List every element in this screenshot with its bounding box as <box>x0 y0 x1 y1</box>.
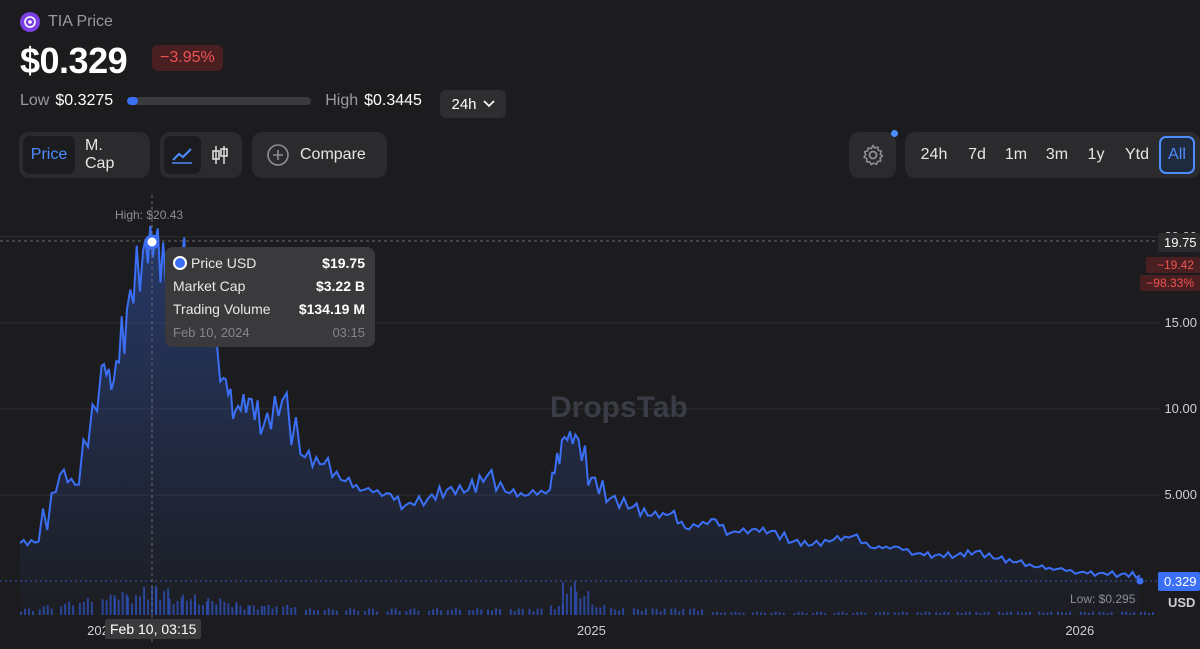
low-label: Low <box>20 92 50 109</box>
hover-price-tag: 19.75 <box>1158 233 1200 252</box>
timeframe-1m[interactable]: 1m <box>1004 146 1028 163</box>
compare-label: Compare <box>300 146 366 163</box>
tia-logo-icon <box>20 12 40 32</box>
tooltip-market-cap-label: Market Cap <box>173 278 246 294</box>
tooltip-price-value: $19.75 <box>322 255 365 271</box>
settings-button[interactable] <box>849 130 898 178</box>
price-chart-svg[interactable]: DropsTab High: $20.43 Low: $0.295 USD 20… <box>0 195 1200 644</box>
current-price-tag: 0.329 <box>1158 572 1200 591</box>
tab-market-cap[interactable]: M. Cap <box>85 137 115 172</box>
current-point <box>1136 577 1144 585</box>
settings-notification-dot <box>891 130 898 137</box>
low-value: $0.3275 <box>55 92 114 109</box>
candlestick-button[interactable] <box>203 136 238 174</box>
watermark: DropsTab <box>550 391 688 424</box>
price-chart[interactable]: DropsTab High: $20.43 Low: $0.295 USD 20… <box>0 195 1200 644</box>
y-tick-label: 10.00 <box>1164 401 1197 416</box>
current-price: $0.329 <box>20 40 128 81</box>
chart-type-toggle <box>160 132 242 178</box>
tooltip-volume-value: $134.19 M <box>298 301 365 317</box>
timeframe-24h[interactable]: 24h <box>920 146 948 163</box>
timeframe-all[interactable]: All <box>1159 136 1195 174</box>
tooltip-row-market-cap: Market Cap $3.22 B <box>173 278 365 294</box>
timeframe-1y[interactable]: 1y <box>1087 146 1105 163</box>
hover-tooltip: Price USD $19.75 Market Cap $3.22 B Trad… <box>165 247 375 347</box>
timeframe-3m[interactable]: 3m <box>1045 146 1069 163</box>
price-area <box>20 225 1140 616</box>
timeframe-7d[interactable]: 7d <box>968 146 986 163</box>
tooltip-row-volume: Trading Volume $134.19 M <box>173 301 365 317</box>
hover-change-abs-tag: −19.42 <box>1146 257 1200 273</box>
currency-label: USD <box>1168 595 1195 610</box>
tooltip-market-cap-value: $3.22 B <box>315 278 365 294</box>
volume-bar <box>1140 611 1142 615</box>
tab-price[interactable]: Price <box>23 136 75 174</box>
high-label: High <box>325 92 359 109</box>
price-series-dot-icon <box>173 256 187 270</box>
daily-range: Low $0.3275 High $0.3445 <box>20 92 422 110</box>
low-marker-label: Low: $0.295 <box>1070 592 1136 606</box>
line-chart-icon <box>172 148 193 164</box>
add-circle-icon <box>267 144 289 166</box>
tooltip-price-label: Price USD <box>191 255 257 271</box>
compare-button[interactable]: Compare <box>252 132 387 178</box>
token-title: TIA Price <box>20 12 113 32</box>
y-tick-label: 15.00 <box>1164 315 1197 330</box>
tooltip-time: 03:15 <box>332 325 365 340</box>
line-chart-button[interactable] <box>164 136 201 174</box>
tooltip-row-price: Price USD $19.75 <box>173 255 365 271</box>
candlestick-icon <box>212 146 229 164</box>
token-title-label: TIA Price <box>48 13 113 30</box>
x-tick-label: 2025 <box>577 623 606 638</box>
y-tick-label: 5.000 <box>1164 487 1197 502</box>
volume-bar <box>1152 612 1154 615</box>
timeframe-ytd[interactable]: Ytd <box>1124 146 1149 163</box>
tooltip-datetime: Feb 10, 2024 03:15 <box>173 325 365 340</box>
volume-bar <box>1144 611 1146 615</box>
chevron-down-icon <box>482 100 495 108</box>
crosshair-date-label: Feb 10, 03:15 <box>105 619 202 639</box>
hover-change-pct-tag: −98.33% <box>1140 275 1200 291</box>
x-tick-label: 2026 <box>1065 623 1094 638</box>
hover-point <box>144 234 160 250</box>
gear-icon <box>862 144 883 166</box>
range-bar <box>127 97 312 105</box>
high-value: $0.3445 <box>364 92 422 109</box>
timeframe-selector: 24h 7d 1m 3m 1y Ytd All <box>905 132 1200 178</box>
range-period-select[interactable]: 24h <box>440 90 506 118</box>
volume-bar <box>1148 612 1150 615</box>
tooltip-date: Feb 10, 2024 <box>173 325 250 340</box>
tooltip-volume-label: Trading Volume <box>173 301 271 317</box>
range-bar-fill <box>127 97 139 105</box>
metric-toggle: Price M. Cap <box>19 132 150 178</box>
range-period-label: 24h <box>451 95 477 113</box>
price-change-badge: −3.95% <box>152 45 223 71</box>
high-marker-label: High: $20.43 <box>115 208 183 222</box>
